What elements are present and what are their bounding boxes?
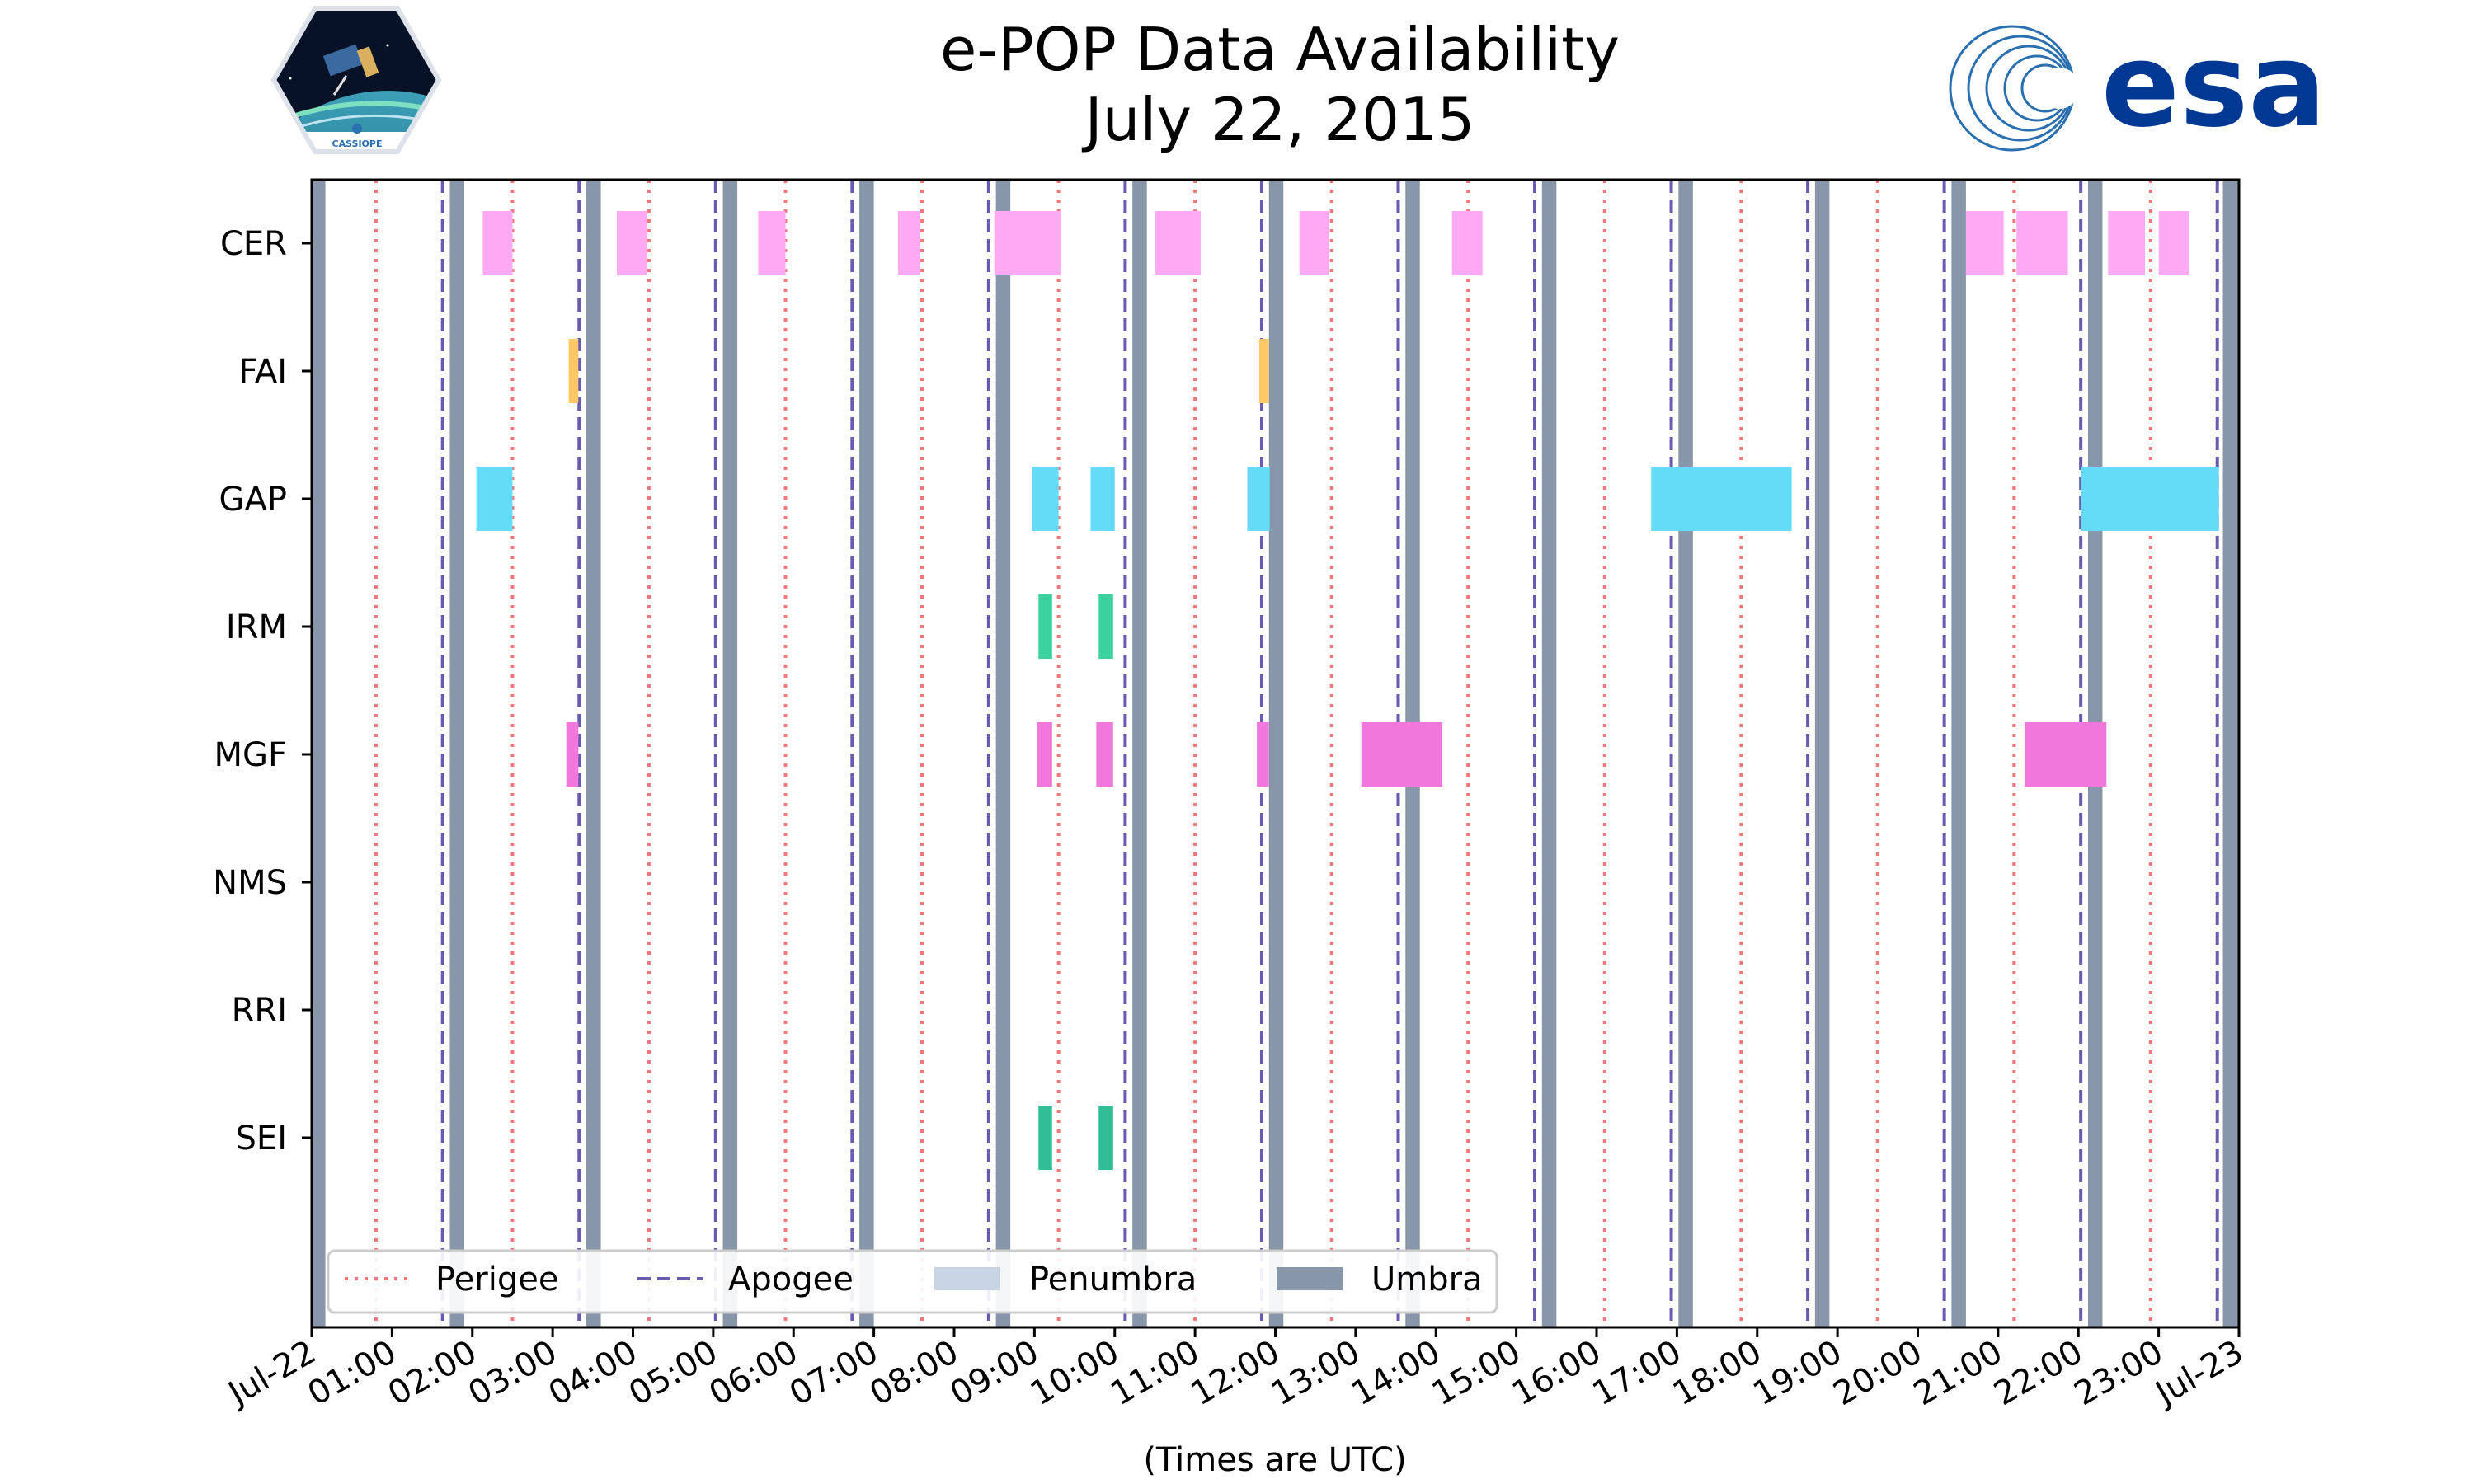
availability-bar-cer: [1965, 211, 2004, 275]
availability-bar-mgf: [1361, 722, 1443, 787]
legend-umbra-swatch: [1277, 1267, 1343, 1290]
availability-bars: [476, 211, 2219, 1170]
availability-bar-cer: [994, 211, 1061, 275]
availability-bar-cer: [482, 211, 513, 275]
esa-logo: esa: [1949, 19, 2326, 153]
availability-bar-mgf: [2025, 722, 2107, 787]
y-axis: CER FAI GAP IRM MGF NMS RRI SEI: [213, 225, 312, 1158]
y-tick-label: FAI: [239, 353, 288, 391]
umbra-band: [449, 180, 465, 1327]
y-tick-label: NMS: [213, 864, 287, 902]
availability-bar-cer: [1451, 211, 1483, 275]
availability-bar-cer: [617, 211, 648, 275]
availability-bar-gap: [476, 467, 513, 531]
availability-bar-sei: [1038, 1106, 1052, 1170]
availability-bar-irm: [1098, 594, 1113, 659]
availability-bar-mgf: [566, 722, 579, 787]
esa-logo-text: esa: [2101, 19, 2326, 153]
y-tick-label: MGF: [214, 736, 287, 774]
umbra-band: [995, 180, 1011, 1327]
umbra-band: [586, 180, 601, 1327]
availability-bar-mgf: [1257, 722, 1269, 787]
availability-bar-sei: [1098, 1106, 1113, 1170]
availability-bar-cer: [2016, 211, 2068, 275]
umbra-band: [1268, 180, 1284, 1327]
legend: Perigee Apogee Penumbra Umbra: [327, 1249, 1498, 1314]
umbra-band: [1132, 180, 1147, 1327]
x-axis-label: (Times are UTC): [1143, 1441, 1406, 1479]
umbra-band: [1678, 180, 1693, 1327]
cassiope-logo: CASSIOPE: [270, 6, 442, 154]
availability-bar-irm: [1038, 594, 1052, 659]
umbra-band: [1541, 180, 1557, 1327]
umbra-band: [1951, 180, 1966, 1327]
availability-bar-gap: [1247, 467, 1270, 531]
umbra-band: [2222, 180, 2239, 1327]
y-tick-label: CER: [220, 225, 287, 263]
availability-bar-cer: [1299, 211, 1329, 275]
availability-bar-fai: [1259, 339, 1269, 403]
legend-perigee-label: Perigee: [435, 1261, 558, 1298]
legend-penumbra-label: Penumbra: [1029, 1261, 1197, 1298]
cassiope-logo-text: CASSIOPE: [332, 139, 383, 149]
availability-bar-mgf: [1096, 722, 1113, 787]
umbra-band: [312, 180, 326, 1327]
y-tick-label: GAP: [219, 481, 287, 519]
perigee-lines: [374, 180, 2152, 1327]
availability-bar-cer: [2158, 211, 2189, 275]
legend-apogee-label: Apogee: [728, 1261, 854, 1298]
legend-penumbra-swatch: [934, 1267, 1000, 1290]
legend-umbra-label: Umbra: [1371, 1261, 1483, 1298]
chart-title: e-POP Data Availability: [940, 15, 1620, 84]
availability-bar-mgf: [1037, 722, 1052, 787]
chart-subtitle: July 22, 2015: [1082, 85, 1475, 154]
apogee-lines: [440, 180, 2219, 1327]
availability-bar-cer: [897, 211, 921, 275]
umbra-band: [722, 180, 738, 1327]
y-tick-label: IRM: [226, 608, 287, 646]
availability-bar-gap: [2081, 467, 2219, 531]
availability-bar-cer: [1155, 211, 1201, 275]
availability-bar-fai: [568, 339, 579, 403]
legend-box: [327, 1249, 1498, 1314]
y-tick-label: RRI: [232, 992, 287, 1030]
availability-bar-cer: [2108, 211, 2146, 275]
plot-frame: [310, 178, 2241, 1329]
availability-bar-gap: [1032, 467, 1059, 531]
availability-bar-gap: [1651, 467, 1792, 531]
y-tick-label: SEI: [236, 1120, 287, 1158]
umbra-band: [1814, 180, 1830, 1327]
availability-bar-gap: [1090, 467, 1115, 531]
umbra-band: [859, 180, 874, 1327]
availability-bar-cer: [758, 211, 786, 275]
